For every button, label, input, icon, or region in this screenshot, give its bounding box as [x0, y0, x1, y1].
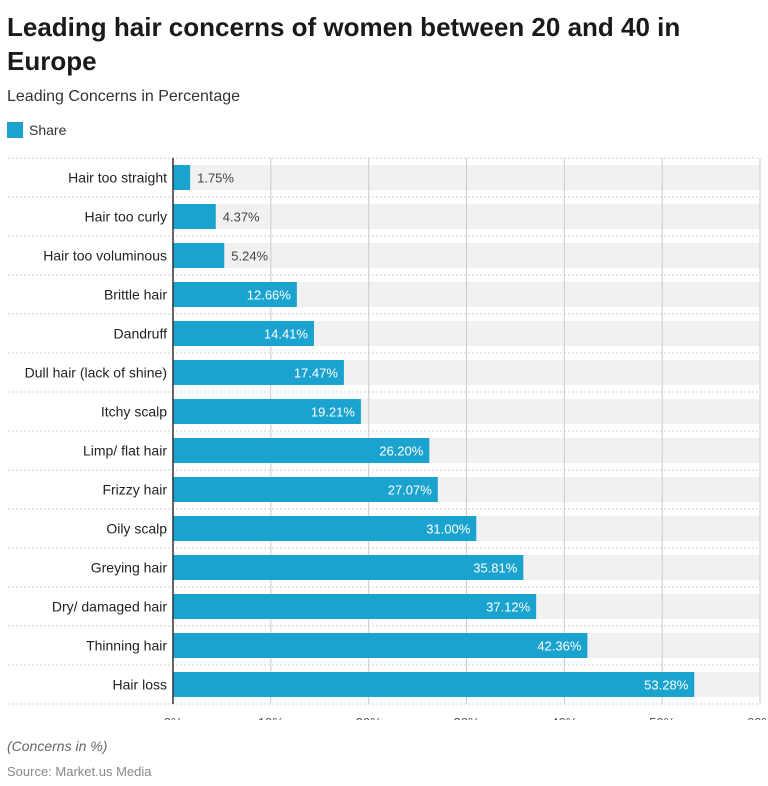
- x-tick-label: 0%: [164, 715, 183, 720]
- category-label: Oily scalp: [106, 521, 167, 537]
- data-label: 37.12%: [486, 600, 531, 615]
- data-label: 19.21%: [311, 405, 356, 420]
- x-tick-label: 40%: [551, 715, 577, 720]
- chart-subtitle: Leading Concerns in Percentage: [7, 88, 241, 105]
- category-label: Hair too straight: [68, 170, 167, 186]
- chart-note: (Concerns in %): [7, 738, 108, 754]
- bar: [173, 360, 344, 385]
- data-label: 4.37%: [223, 210, 260, 225]
- category-label: Hair too voluminous: [43, 248, 167, 264]
- data-label: 14.41%: [264, 327, 309, 342]
- bar: [173, 438, 430, 463]
- bar-chart: Hair too straight 1.75% Hair too curly 4.37…: [8, 157, 768, 720]
- legend-label: Share: [29, 122, 67, 138]
- category-label: Frizzy hair: [102, 482, 167, 498]
- x-tick-label: 50%: [649, 715, 675, 720]
- category-label: Limp/ flat hair: [83, 443, 167, 459]
- bar: [173, 516, 477, 541]
- bar: [173, 165, 191, 190]
- data-label: 12.66%: [247, 288, 292, 303]
- category-label: Dandruff: [114, 326, 168, 342]
- bar: [173, 555, 524, 580]
- data-label: 27.07%: [388, 483, 433, 498]
- category-label: Hair too curly: [85, 209, 167, 225]
- bar: [173, 672, 695, 697]
- data-label: 35.81%: [473, 561, 518, 576]
- bar: [173, 594, 537, 619]
- legend: Share: [7, 122, 66, 138]
- legend-swatch: [7, 122, 23, 138]
- data-label: 26.20%: [379, 444, 424, 459]
- bar: [173, 633, 588, 658]
- x-tick-label: 10%: [258, 715, 284, 720]
- category-label: Itchy scalp: [101, 404, 167, 420]
- chart-title: Leading hair concerns of women between 2…: [7, 12, 681, 76]
- bar: [173, 282, 297, 307]
- category-label: Dull hair (lack of shine): [25, 365, 167, 381]
- data-label: 31.00%: [426, 522, 471, 537]
- bar: [173, 243, 225, 268]
- data-label: 17.47%: [294, 366, 339, 381]
- category-label: Brittle hair: [104, 287, 167, 303]
- bar: [173, 204, 216, 229]
- category-label: Thinning hair: [86, 638, 167, 654]
- x-tick-label: 60%: [747, 715, 768, 720]
- bar: [173, 321, 314, 346]
- x-tick-label: 20%: [356, 715, 382, 720]
- data-label: 5.24%: [231, 249, 268, 264]
- data-label: 1.75%: [197, 171, 234, 186]
- category-label: Hair loss: [113, 677, 167, 693]
- bar: [173, 399, 361, 424]
- category-label: Dry/ damaged hair: [52, 599, 168, 615]
- data-label: 42.36%: [537, 639, 582, 654]
- data-label: 53.28%: [644, 678, 689, 693]
- bar: [173, 477, 438, 502]
- x-tick-label: 30%: [453, 715, 479, 720]
- chart-source: Source: Market.us Media: [7, 764, 152, 779]
- category-label: Greying hair: [91, 560, 168, 576]
